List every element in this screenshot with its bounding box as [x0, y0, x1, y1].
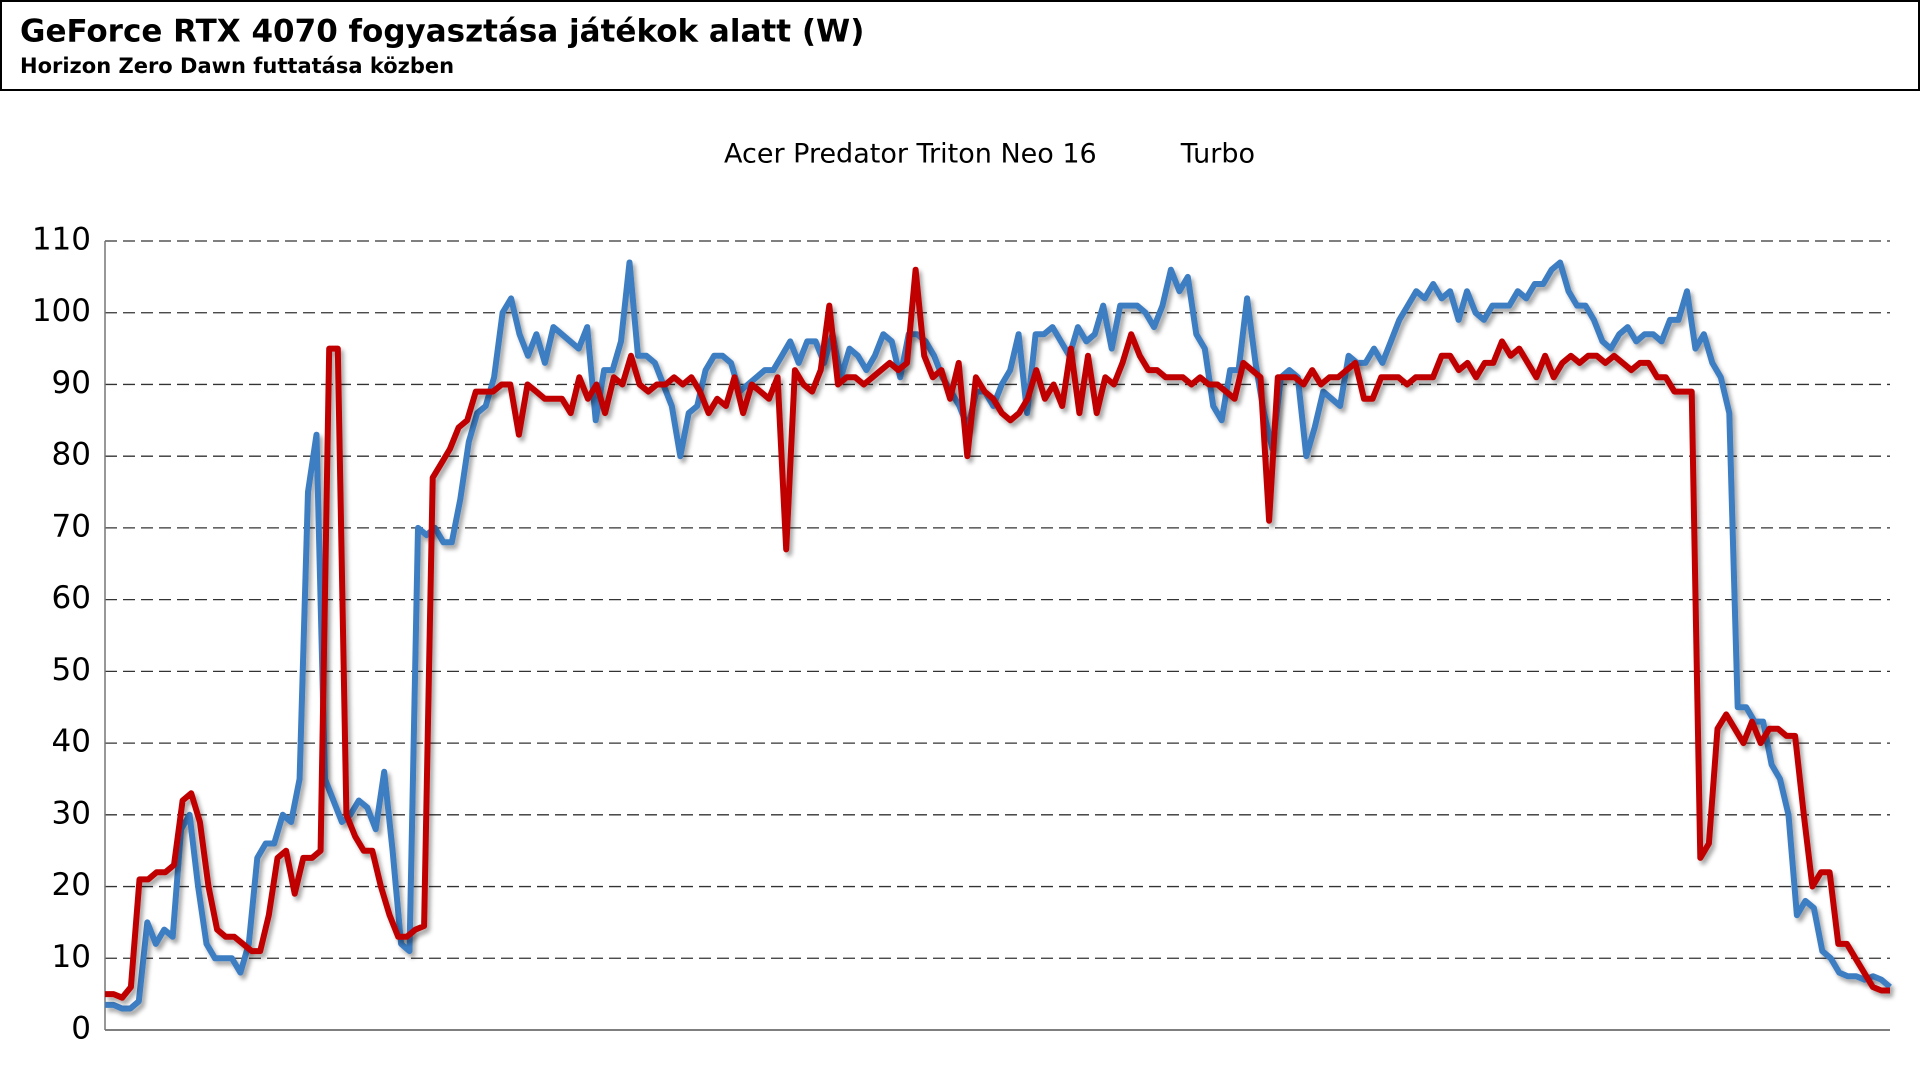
y-tick-label: 100 — [32, 293, 91, 329]
y-tick-label: 80 — [52, 437, 91, 473]
y-tick-label: 110 — [32, 222, 91, 258]
y-tick-label: 50 — [52, 652, 91, 688]
series-line — [105, 259, 1892, 1012]
legend-label: Acer Predator Triton Neo 16 — [724, 139, 1097, 170]
y-tick-label: 70 — [52, 508, 91, 544]
legend-label: Turbo — [1180, 139, 1255, 170]
y-tick-label: 20 — [52, 867, 91, 903]
y-tick-label: 10 — [52, 939, 91, 975]
y-tick-label: 40 — [52, 724, 91, 760]
series-line — [105, 266, 1890, 1001]
y-tick-label: 60 — [52, 580, 91, 616]
chart-subtitle: Horizon Zero Dawn futtatása közben — [20, 54, 454, 78]
header-box — [0, 0, 1920, 91]
y-tick-label: 90 — [52, 365, 91, 401]
y-tick-label: 30 — [52, 795, 91, 831]
y-tick-label: 0 — [71, 1011, 91, 1047]
chart-title: GeForce RTX 4070 fogyasztása játékok ala… — [20, 14, 864, 50]
